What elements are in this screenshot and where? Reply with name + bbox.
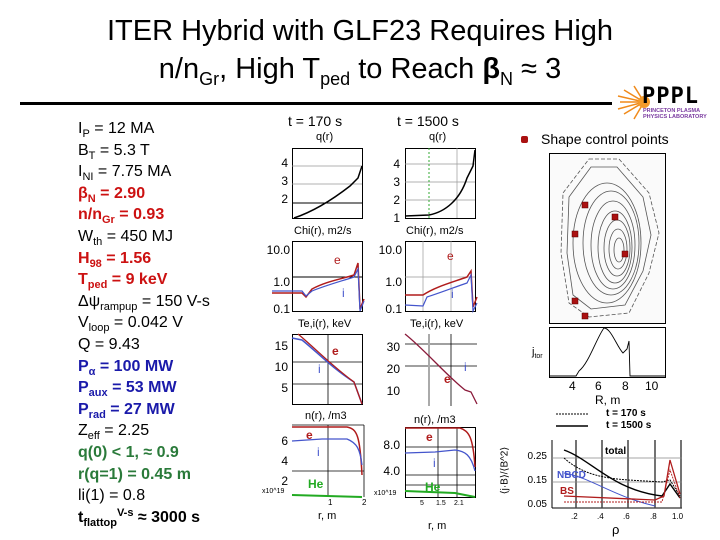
te-plot-1500s	[404, 333, 478, 406]
n-plot-title: n(r), /m3	[414, 414, 456, 426]
column-header-170s: t = 170 s	[288, 113, 343, 129]
te-plot-170s	[291, 333, 363, 405]
q-curve	[293, 165, 363, 219]
jtor-label: jtor	[532, 346, 543, 361]
jtor-plot	[549, 327, 666, 378]
parameter-line: Zeff = 2.25	[78, 422, 150, 443]
title-line-1: ITER Hybrid with GLF23 Requires High	[106, 15, 614, 47]
q-plot-1500s	[404, 148, 476, 219]
chi-plot-title: Chi(r), m2/s	[406, 225, 464, 237]
chi-e-curve	[272, 262, 365, 310]
parameter-line: BT = 5.3 T	[78, 141, 150, 162]
chi-plot-170s	[272, 241, 365, 312]
q-plot-title: q(r)	[429, 131, 447, 143]
n-plot-170s	[291, 424, 365, 498]
equilibrium-plot	[549, 153, 666, 324]
parameter-line: Q = 9.43	[78, 335, 140, 353]
q-plot-170s	[292, 148, 363, 219]
legend-shape-control-points: Shape control points	[541, 131, 669, 147]
parameter-line: INI = 7.75 MA	[78, 163, 172, 184]
chi-i-curve	[404, 272, 478, 314]
sun-burst-icon	[617, 85, 650, 120]
title-line-2: n/nGr, High Tped to Reach βN ≈ 3	[158, 53, 562, 89]
x-axis-label: r, m	[318, 510, 337, 522]
parameter-line: H98 = 1.56	[78, 249, 152, 270]
parameter-line: Wth = 450 MJ	[78, 227, 173, 248]
te-plot-title: Te,i(r), keV	[298, 318, 352, 330]
parameter-line: IP = 12 MA	[78, 120, 155, 140]
marker-legend-icon	[521, 136, 528, 143]
current-drive-plot	[551, 440, 682, 509]
chi-plot-1500s	[404, 241, 478, 314]
q-curve	[404, 149, 476, 217]
parameter-line: Δψrampup = 150 V-s	[78, 292, 210, 313]
parameter-list: IP = 12 MA BT = 5.3 T INI = 7.75 MA βN = 2.…	[78, 118, 210, 528]
chi-i-curve	[272, 266, 365, 312]
legend-line-icons	[556, 413, 588, 427]
parameter-line: r(q=1) = 0.45 m	[78, 465, 191, 483]
parameter-line: tflattopV-s ≈ 3000 s	[78, 506, 201, 529]
title-divider	[20, 102, 612, 105]
parameter-line: Paux = 53 MW	[78, 379, 177, 400]
chi-e-curve	[405, 268, 478, 308]
parameter-line: Vloop = 0.042 V	[78, 314, 183, 335]
chi-plot-title: Chi(r), m2/s	[294, 225, 352, 237]
n-plot-title: n(r), /m3	[305, 410, 347, 422]
n-plot-1500s	[404, 427, 476, 498]
parameter-line: βN = 2.90	[78, 184, 146, 205]
y-axis-label: ⟨j·B⟩/⟨B^2⟩	[499, 446, 511, 495]
parameter-line: li(1) = 0.8	[78, 487, 146, 505]
te-plot-title: Te,i(r), keV	[410, 318, 464, 330]
column-header-1500s: t = 1500 s	[397, 113, 459, 129]
parameter-line: n/nGr = 0.93	[78, 206, 165, 227]
shape-control-points	[571, 201, 629, 320]
parameter-line: Pα = 100 MW	[78, 357, 174, 378]
parameter-line: Tped = 9 keV	[78, 271, 168, 292]
pppl-logo: PPPL PRINCETON PLASMA PHYSICS LABORATORY	[617, 84, 710, 122]
x-axis-label: r, m	[428, 520, 447, 532]
q-plot-title: q(r)	[316, 131, 334, 143]
parameter-line: q(0) < 1, ≈ 0.9	[78, 443, 179, 461]
parameter-line: Prad = 27 MW	[78, 400, 175, 421]
